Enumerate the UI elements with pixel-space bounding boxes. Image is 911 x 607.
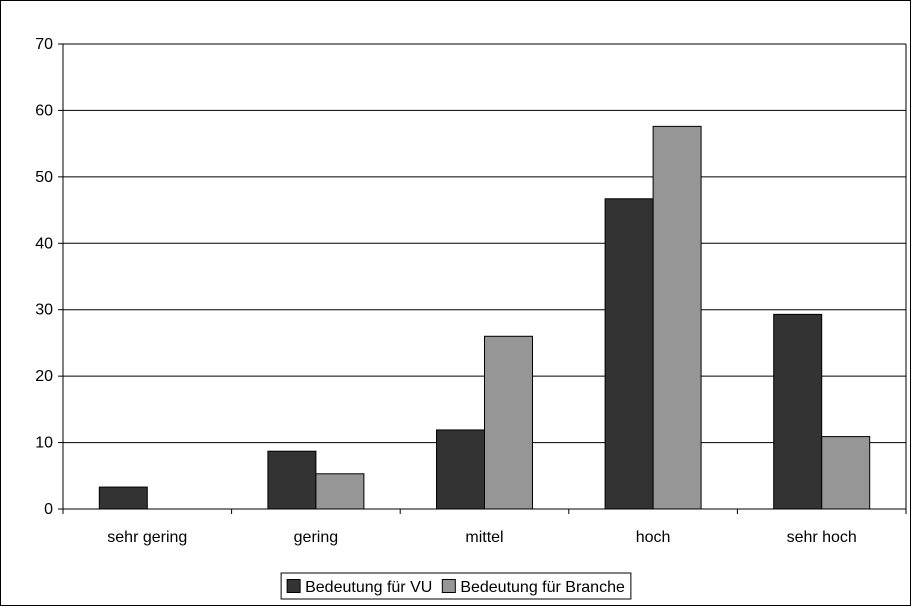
bar-1-3 (436, 429, 485, 510)
bar-1-5 (773, 313, 823, 510)
legend-swatch-2 (441, 579, 456, 593)
y-tick-labels: 0 10 20 30 40 50 60 70 (35, 36, 53, 518)
bars (98, 125, 871, 510)
legend-box (280, 572, 632, 600)
bar-1-1 (98, 486, 148, 510)
bar-2-3 (484, 335, 533, 510)
bar-2-2 (315, 473, 365, 510)
y-tick-label-70: 70 (35, 36, 53, 53)
y-tick-label-50: 50 (35, 169, 53, 186)
legend-label-1: Bedeutung für VU (305, 579, 432, 596)
bar-1-2 (267, 450, 317, 510)
y-tick-label-60: 60 (35, 102, 53, 119)
y-tick-label-40: 40 (35, 235, 53, 252)
bar-2-4 (652, 125, 702, 510)
x-tick-label-2: gering (294, 529, 338, 546)
legend: Bedeutung für VU Bedeutung für Branche (280, 572, 632, 600)
bar-1-4 (604, 198, 654, 510)
y-tick-label-10: 10 (35, 435, 53, 452)
legend-label-2: Bedeutung für Branche (460, 579, 625, 596)
y-tick-label-30: 30 (35, 302, 53, 319)
x-tick-label-5: sehr hoch (787, 529, 857, 546)
y-tick-label-20: 20 (35, 368, 53, 385)
y-tick-label-0: 0 (44, 501, 53, 518)
axes (58, 43, 907, 514)
bar-2-5 (821, 436, 871, 510)
x-tick-label-1: sehr gering (107, 529, 187, 546)
legend-items: Bedeutung für VU Bedeutung für Branche (286, 579, 625, 596)
x-tick-label-4: hoch (636, 529, 671, 546)
legend-swatch-1 (286, 579, 301, 593)
x-tick-labels: sehr gering gering mittel hoch sehr hoch (107, 529, 857, 546)
x-tick-label-3: mittel (465, 529, 503, 546)
